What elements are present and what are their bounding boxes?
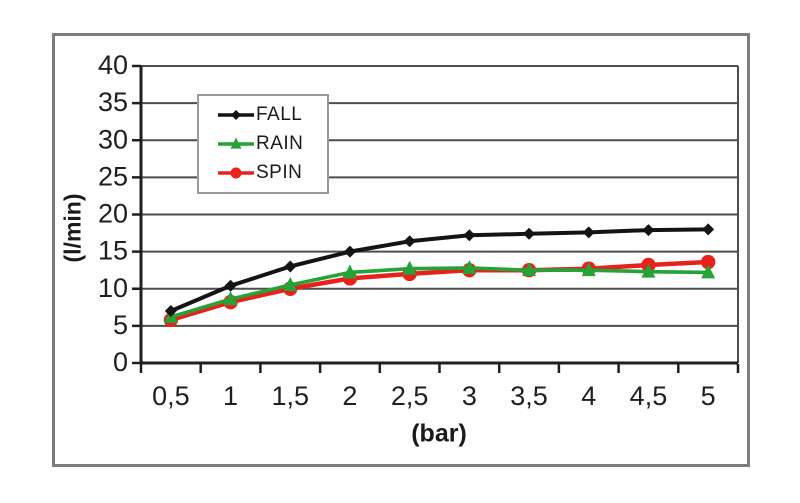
data-point-triangle [462, 259, 477, 274]
legend-item-rain: RAIN [217, 131, 327, 157]
spin-series-marker-icon [218, 167, 254, 179]
rain-series [163, 259, 716, 323]
x-axis-title: (bar) [411, 419, 467, 448]
data-point-diamond [343, 245, 356, 258]
data-point-diamond [284, 260, 297, 273]
y-tick-label: 0 [113, 347, 128, 377]
y-tick-label: 40 [98, 50, 128, 80]
fall-series-marker-icon [218, 109, 254, 120]
data-point-diamond [463, 229, 476, 242]
fall-line [170, 227, 709, 313]
y-tick-label: 30 [98, 124, 128, 154]
legend: FALL RAIN SPIN [197, 94, 329, 194]
data-point-triangle [641, 263, 656, 278]
fall-series [164, 223, 715, 318]
data-point-diamond [582, 226, 595, 239]
legend-label-rain: RAIN [256, 132, 304, 154]
x-tick-label: 2 [342, 381, 357, 411]
x-tick-label: 3,5 [510, 381, 548, 411]
y-tick-label: 10 [98, 273, 128, 303]
x-tick-label: 2,5 [391, 381, 429, 411]
x-tick-label: 3 [462, 381, 477, 411]
data-point-circle [230, 167, 242, 179]
data-point-circle [700, 254, 716, 270]
rain-series-marker-icon [218, 137, 254, 149]
rain-line [170, 266, 709, 319]
y-tick-label: 25 [98, 161, 128, 191]
legend-label-spin: SPIN [256, 162, 303, 184]
x-tick-label: 1 [223, 381, 238, 411]
data-point-triangle [522, 262, 537, 277]
data-point-diamond [164, 305, 177, 318]
data-point-diamond [403, 235, 416, 248]
data-point-triangle [283, 277, 298, 291]
spin-line [170, 259, 709, 323]
data-point-diamond [702, 223, 715, 236]
flow-rate-line-chart: 0 5 10 15 20 25 30 35 40 0,5 1 1,5 2 2,5 3 3,5 4 4,5 5 [98, 50, 740, 411]
data-point-triangle [701, 264, 716, 279]
data-point-diamond [224, 279, 237, 292]
y-tick-label: 5 [113, 310, 128, 340]
y-tick-label: 35 [98, 87, 128, 117]
y-tick-label: 15 [98, 236, 128, 266]
x-tick-label: 1,5 [271, 381, 309, 411]
x-tick-label: 0,5 [152, 381, 190, 411]
data-point-diamond [642, 224, 655, 237]
x-tick-label: 4,5 [630, 381, 668, 411]
legend-label-fall: FALL [256, 103, 303, 125]
data-point-diamond [231, 109, 241, 120]
data-point-triangle [342, 264, 357, 279]
data-point-triangle [402, 260, 417, 275]
chart-figure: 0 5 10 15 20 25 30 35 40 0,5 1 1,5 2 2,5 3 3,5 4 4,5 5 (l/… [52, 33, 750, 467]
data-point-triangle [581, 262, 596, 277]
spin-series [163, 254, 716, 328]
x-tick-label: 5 [701, 381, 716, 411]
legend-item-fall: FALL [217, 102, 327, 128]
data-point-triangle [230, 137, 242, 149]
legend-item-spin: SPIN [217, 160, 327, 186]
x-tick-label: 4 [581, 381, 596, 411]
y-axis-title: (l/min) [59, 193, 86, 263]
data-point-diamond [523, 227, 536, 240]
y-tick-label: 20 [98, 199, 128, 229]
data-point-triangle [223, 291, 238, 306]
